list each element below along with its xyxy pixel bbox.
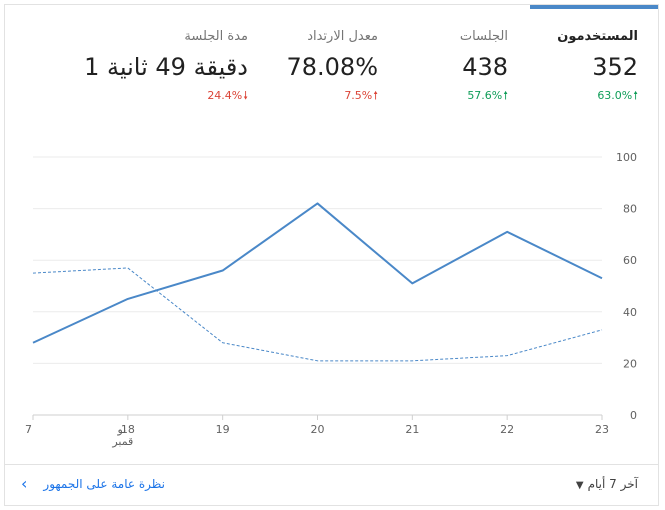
series-line-current-period [32, 202, 603, 344]
y-tick-label: 20 [623, 357, 637, 370]
metric-value: 438 [462, 53, 508, 81]
arrow-down-icon: 🠗 [243, 89, 248, 102]
metric-tab-users[interactable]: المستخدمون 352 63.0%🠕 [530, 5, 658, 115]
date-range-dropdown[interactable]: آخر 7 أيام▼ [576, 477, 638, 491]
audience-overview-link[interactable]: ‹ نظرة عامة على الجمهور [21, 474, 165, 493]
metric-value: 352 [592, 53, 638, 81]
x-tick-label: 20 [311, 423, 325, 436]
metric-label: معدل الارتداد [307, 29, 378, 44]
x-month-label: قمبر [111, 435, 133, 448]
date-range-label: آخر 7 أيام [587, 477, 638, 491]
metric-value: 78.08% [286, 53, 378, 81]
metric-tab-bounce-rate[interactable]: معدل الارتداد 78.08% 7.5%🠕 [270, 5, 398, 115]
audience-card: المستخدمون 352 63.0%🠕 الجلسات 438 57.6%🠕… [4, 4, 659, 506]
caret-down-icon: ▼ [575, 480, 584, 491]
metrics-tabs: المستخدمون 352 63.0%🠕 الجلسات 438 57.6%🠕… [5, 5, 660, 125]
y-tick-label: 40 [623, 306, 637, 319]
arrow-up-icon: 🠕 [503, 89, 508, 102]
metric-label: الجلسات [459, 29, 508, 44]
x-tick-label: 18 [121, 423, 135, 436]
metric-change: 57.6%🠕 [467, 87, 508, 106]
audience-overview-label: نظرة عامة على الجمهور [43, 477, 165, 491]
metric-value: 1 دقيقة 49 ثانية [84, 53, 248, 81]
y-tick-label: 80 [623, 203, 637, 216]
x-tick-label: 22 [500, 423, 514, 436]
x-tick-label: 23 [595, 423, 609, 436]
arrow-up-icon: 🠕 [633, 89, 638, 102]
series-line-previous-period [32, 267, 603, 362]
x-tick-label: 19 [216, 423, 230, 436]
metric-change: 63.0%🠕 [597, 87, 638, 106]
x-month-label: نو [116, 423, 126, 436]
y-tick-label: 100 [616, 151, 637, 164]
x-tick-label: 7 [25, 423, 32, 436]
metric-change: 7.5%🠕 [344, 87, 378, 106]
metric-change: 24.4%🠗 [207, 87, 248, 106]
metric-label: مدة الجلسة [184, 29, 248, 44]
chevron-left-icon: ‹ [21, 474, 28, 493]
metric-label: المستخدمون [557, 29, 638, 44]
arrow-up-icon: 🠕 [373, 89, 378, 102]
y-tick-label: 60 [623, 254, 637, 267]
metric-tab-session-duration[interactable]: مدة الجلسة 1 دقيقة 49 ثانية 24.4%🠗 [45, 5, 268, 115]
card-footer: آخر 7 أيام▼ ‹ نظرة عامة على الجمهور [5, 464, 658, 505]
x-tick-label: 21 [405, 423, 419, 436]
metric-tab-sessions[interactable]: الجلسات 438 57.6%🠕 [400, 5, 528, 115]
y-tick-label: 0 [630, 409, 637, 422]
